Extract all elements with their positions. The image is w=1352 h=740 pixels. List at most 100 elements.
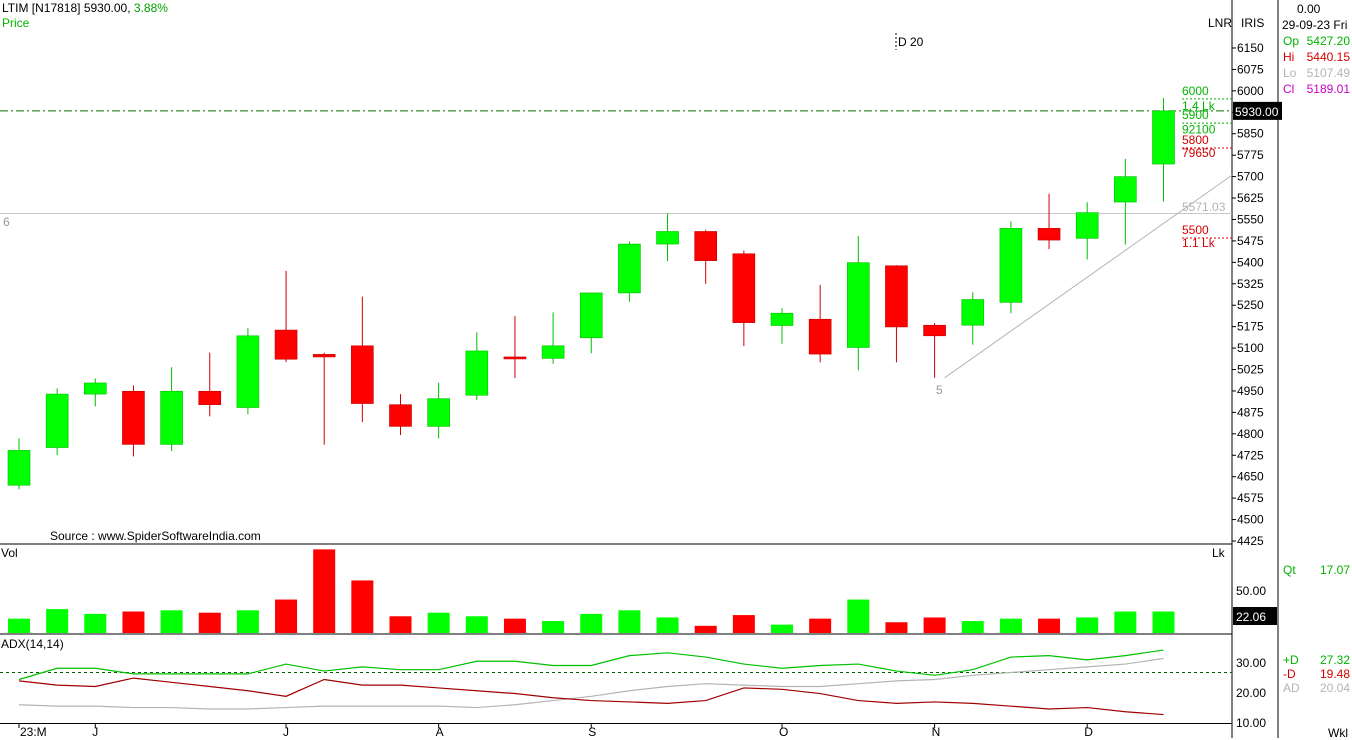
volume-bar [84, 613, 107, 633]
price-tick-label: 5325 [1237, 277, 1264, 291]
price-tick-label: 5775 [1237, 148, 1264, 162]
qt-value: 17.07 [1320, 563, 1350, 577]
candle-body [923, 324, 946, 337]
volume-bar [542, 621, 565, 633]
candle-body [999, 228, 1023, 303]
price-tick-label: 5175 [1237, 320, 1264, 334]
trendline [944, 174, 1233, 379]
candle-body [160, 390, 183, 445]
candle [236, 328, 260, 415]
candle [770, 308, 794, 344]
price-tick-label: 5475 [1237, 234, 1264, 248]
volume-bar [389, 616, 412, 633]
candle [923, 322, 946, 378]
volume-bar [236, 610, 259, 633]
volume-bar [465, 616, 488, 633]
price-tick-label: 4800 [1237, 427, 1264, 441]
volume-bar [1038, 618, 1061, 633]
candle [84, 378, 107, 407]
info-op-value: 5427.20 [1307, 34, 1351, 48]
adx-tick-10: 10.00 [1236, 716, 1266, 730]
swing-low-marker: 5 [936, 383, 943, 397]
candle-body [465, 350, 489, 396]
candle [503, 316, 527, 379]
candle [122, 385, 145, 457]
candle-body [1114, 176, 1137, 203]
candle-body [770, 312, 794, 326]
candle-body [618, 243, 641, 294]
candle-body [961, 299, 985, 326]
volume-bar [46, 609, 69, 633]
candle [961, 292, 985, 345]
volume-bar [732, 615, 755, 633]
candle [198, 352, 222, 417]
price-tick-label: 5700 [1237, 170, 1264, 184]
volume-bar [1114, 611, 1137, 633]
adx-row-value: 20.04 [1320, 681, 1350, 695]
price-label: Price [2, 16, 30, 30]
volume-current-value: 22.06 [1236, 610, 1266, 624]
candle-body [122, 390, 145, 445]
candle [427, 382, 450, 439]
lnr-label: LNR [1208, 16, 1232, 30]
candle [846, 236, 870, 371]
iris-label: IRIS [1241, 16, 1264, 30]
minus-di-line [18, 677, 1164, 716]
left-marker: 6 [3, 215, 10, 229]
price-tick-label: 5550 [1237, 212, 1264, 226]
level-label: 5800 [1182, 133, 1209, 147]
volume-bar [8, 618, 30, 633]
info-cl-value: 5189.01 [1307, 82, 1351, 96]
candle [694, 229, 718, 284]
candle-body [198, 390, 222, 405]
candle-body [694, 231, 718, 261]
level-label: 1.4 Lk [1182, 99, 1216, 113]
price-tick-label: 5250 [1237, 298, 1264, 312]
info-top-value: 0.00 [1297, 2, 1321, 16]
current-price-value: 5930.00 [1235, 105, 1279, 119]
level-label: 5500 [1182, 223, 1209, 237]
x-tick-label: O [779, 725, 788, 739]
volume-bar [351, 580, 374, 633]
level-label: 6000 [1182, 84, 1209, 98]
x-tick-label: S [588, 725, 596, 739]
candle [1075, 202, 1099, 260]
volume-bar [999, 618, 1022, 633]
price-tick-label: 5850 [1237, 127, 1264, 141]
volume-bar [771, 624, 793, 633]
info-lo-label: Lo [1283, 66, 1297, 80]
candle-body [1075, 212, 1099, 239]
candle [45, 388, 69, 455]
candle-body [503, 356, 527, 360]
qt-label: Qt [1283, 563, 1296, 577]
info-hi-label: Hi [1283, 50, 1294, 64]
info-op-label: Op [1283, 34, 1299, 48]
price-tick-label: 6000 [1237, 84, 1264, 98]
volume-bar [122, 611, 145, 633]
volume-bar [313, 549, 336, 633]
volume-bar [809, 618, 832, 633]
volume-bar [1152, 611, 1175, 633]
candle-body [541, 345, 565, 359]
price-tick-label: 4425 [1237, 534, 1264, 548]
adx-row-label: -D [1283, 667, 1296, 681]
volume-bar [923, 617, 946, 633]
x-tick-label: J [283, 725, 289, 739]
candle-body [427, 398, 450, 427]
level-label: 1.1 Lk [1182, 236, 1216, 250]
candle-body [885, 265, 908, 328]
candle-body [808, 318, 832, 355]
candle [579, 292, 603, 354]
candle [274, 270, 298, 363]
price-tick-label: 5100 [1237, 341, 1264, 355]
candle-body [45, 393, 69, 448]
info-cl-label: Cl [1283, 82, 1294, 96]
volume-bar [656, 617, 679, 633]
level-label: 92100 [1182, 122, 1216, 136]
candle [465, 332, 489, 401]
candle-body [351, 345, 374, 404]
volume-panel-label: Vol [1, 546, 18, 560]
candle-body [579, 292, 603, 339]
price-tick-label: 4650 [1237, 470, 1264, 484]
